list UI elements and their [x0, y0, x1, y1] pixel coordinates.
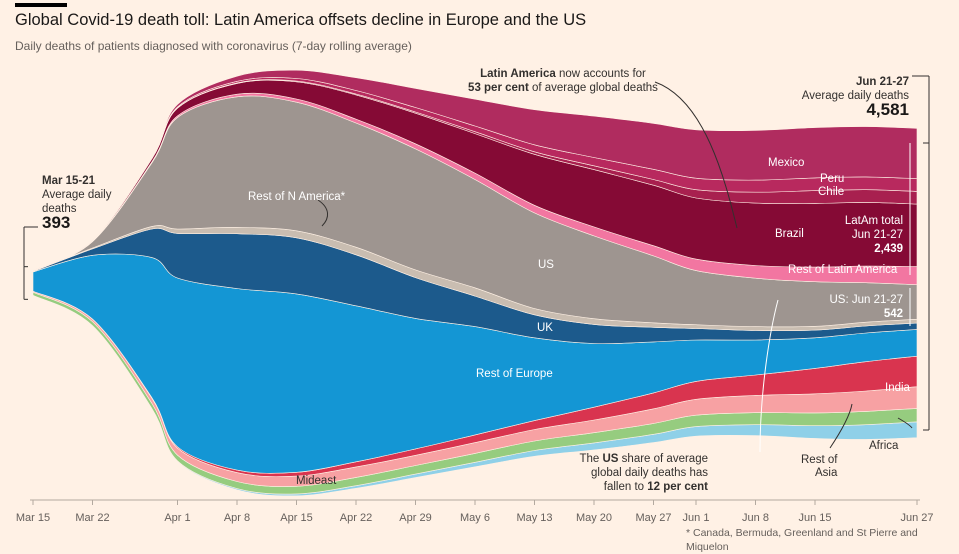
label-mideast: Mideast: [296, 475, 337, 487]
us-total-annotation: US: Jun 21-27 542: [820, 293, 903, 321]
latam-bold-1: Latin America: [480, 68, 556, 80]
label-us: US: [538, 259, 554, 271]
x-tick-label: May 13: [516, 512, 552, 524]
chart-subtitle: Daily deaths of patients diagnosed with …: [15, 39, 412, 53]
label-rest-of-asia: Asia: [815, 467, 838, 479]
series-area-mexico: [32, 69, 918, 272]
footnote: * Canada, Bermuda, Greenland and St Pier…: [686, 527, 918, 553]
us-total-line1: US: Jun 21-27: [829, 294, 903, 306]
start-line1: Average daily: [42, 189, 112, 201]
label-uk: UK: [537, 322, 553, 334]
header-rule: [15, 3, 67, 7]
end-period: Jun 21-27: [855, 76, 909, 88]
x-tick-label: Apr 8: [224, 512, 250, 524]
latam-bold-2: 53 per cent: [468, 82, 529, 94]
rest-n-america-leader: [317, 199, 328, 227]
latam-rest-1: now accounts for: [555, 68, 646, 80]
x-tick-label: Apr 15: [280, 512, 312, 524]
label-mexico: Mexico: [768, 157, 804, 169]
label-rest-of-n-america: Rest of N America*: [248, 191, 346, 203]
latam-annotation: Latin America now accounts for 53 per ce…: [438, 67, 688, 95]
start-line2: deaths: [42, 203, 77, 215]
latam-total-line2: Jun 21-27: [851, 229, 903, 241]
chart-title: Global Covid-19 death toll: Latin Americ…: [15, 11, 587, 29]
us-pre-1: The: [579, 453, 603, 465]
label-chile: Chile: [818, 186, 844, 198]
us-total-value: 542: [883, 308, 903, 320]
us-rest-1: share of average: [618, 453, 708, 465]
us-bold-3: 12 per cent: [647, 481, 708, 493]
label-peru: Peru: [820, 173, 844, 185]
label-rest-of-europe: Rest of Europe: [476, 368, 553, 380]
label-africa: Africa: [869, 440, 899, 452]
us-leader: [759, 299, 779, 453]
end-line1: Average daily deaths: [801, 90, 909, 102]
x-tick-label: Apr 22: [340, 512, 372, 524]
x-tick-label: Mar 22: [75, 512, 109, 524]
x-tick-label: May 20: [576, 512, 612, 524]
start-period: Mar 15-21: [42, 175, 96, 187]
x-tick-label: Jun 1: [683, 512, 710, 524]
us-bold-1: US: [602, 453, 619, 465]
rest-asia-leader: [829, 403, 853, 449]
end-annotation: Jun 21-27 Average daily deaths 4,581: [801, 75, 909, 119]
x-tick-label: Apr 1: [164, 512, 190, 524]
latam-total-value: 2,439: [874, 243, 903, 255]
us-line2: global daily deaths has: [591, 467, 708, 479]
latam-rest-2: of average global deaths: [528, 82, 658, 94]
x-tick-label: Jun 27: [900, 512, 933, 524]
x-tick-label: May 6: [460, 512, 490, 524]
x-tick-label: May 27: [635, 512, 671, 524]
label-rest-of-asia: Rest of: [801, 454, 838, 466]
start-value: 393: [42, 213, 71, 232]
latam-total-line1: LatAm total: [844, 215, 903, 227]
start-annotation: Mar 15-21 Average daily deaths 393: [42, 174, 112, 232]
label-rest-of-latin-america: Rest of Latin America: [788, 264, 898, 276]
end-value: 4,581: [866, 100, 909, 119]
africa-leader: [897, 417, 913, 429]
x-tick-label: Jun 15: [798, 512, 831, 524]
latam-leader: [654, 81, 738, 229]
x-tick-label: Jun 8: [742, 512, 769, 524]
x-tick-label: Mar 15: [16, 512, 50, 524]
us-pre-3: fallen to: [603, 481, 648, 493]
x-tick-label: Apr 29: [399, 512, 431, 524]
label-india: India: [885, 382, 911, 394]
us-annotation: The US share of average global daily dea…: [560, 452, 708, 494]
latam-total-annotation: LatAm total Jun 21-27 2,439: [830, 214, 903, 256]
label-brazil: Brazil: [775, 228, 804, 240]
